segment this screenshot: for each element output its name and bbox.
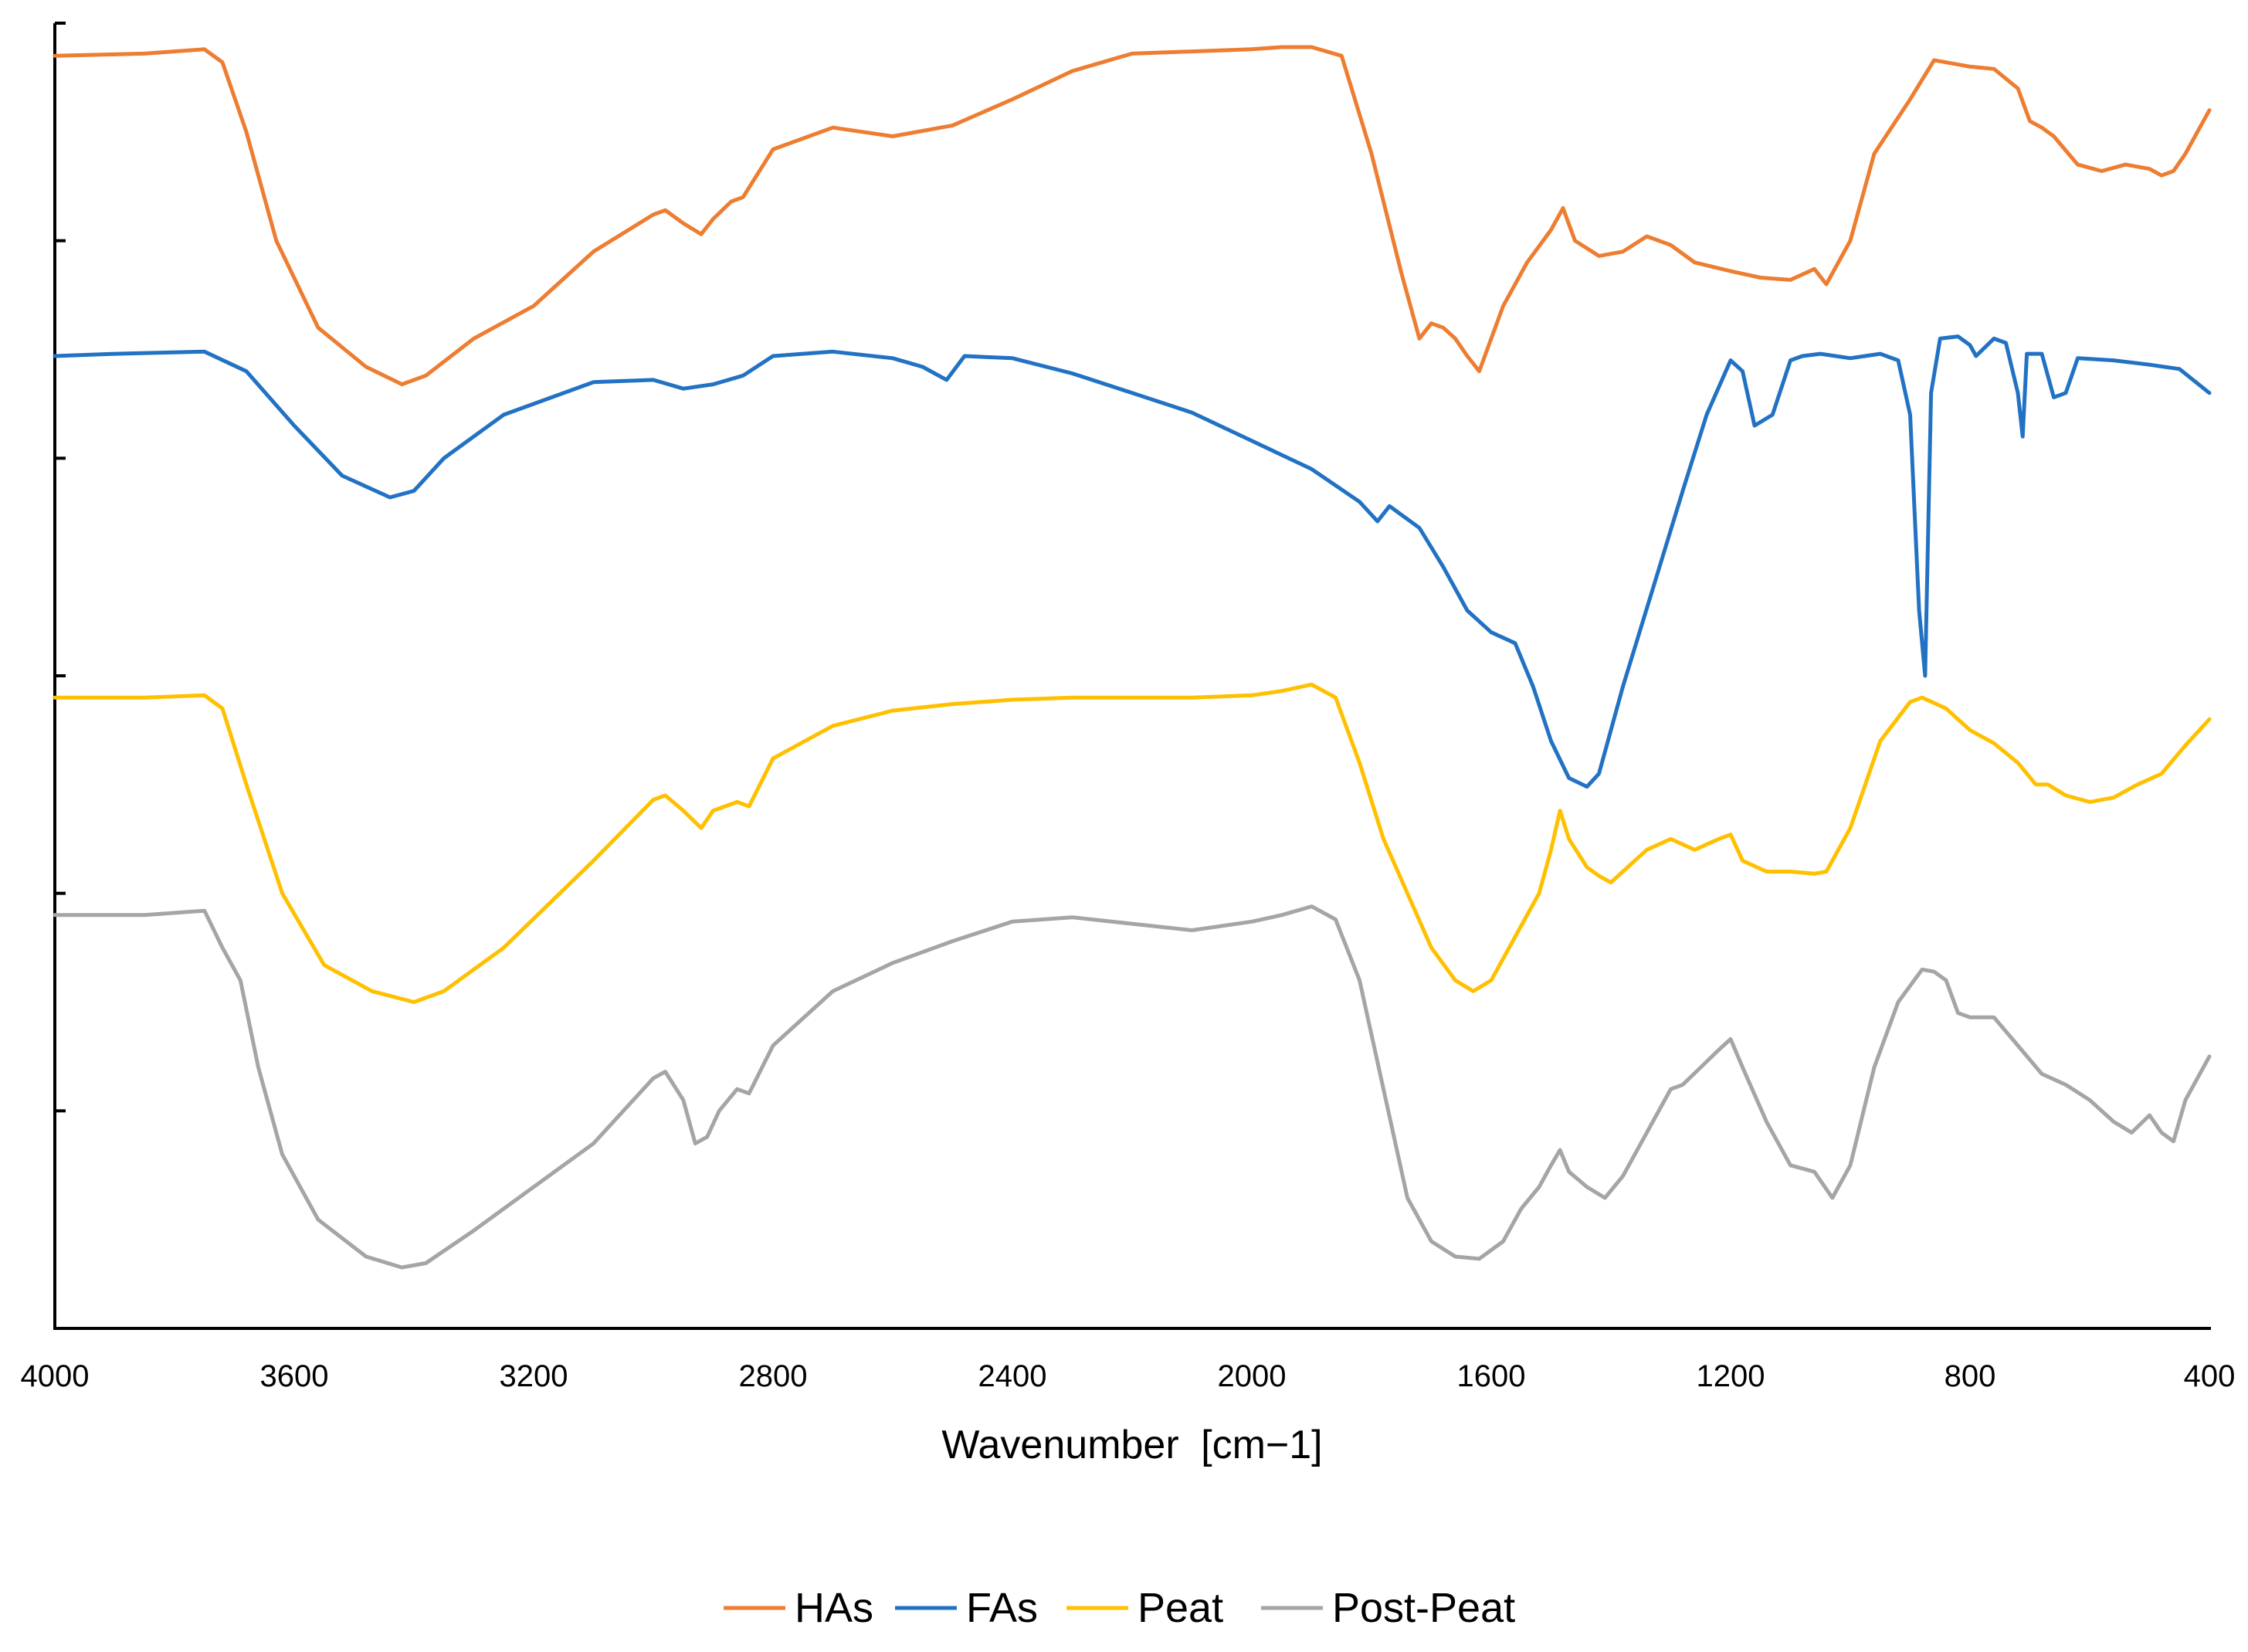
x-tick-label: 2400 <box>978 1359 1047 1393</box>
series-line-has <box>53 45 2212 387</box>
x-axis-title: Wavenumber [cm−1] <box>941 1423 1322 1467</box>
x-axis-label: Wavenumber <box>941 1423 1178 1467</box>
legend: HAs FAs Peat Post-Peat <box>724 1585 1515 1631</box>
x-tick-label: 800 <box>1945 1359 1996 1393</box>
y-ticks <box>55 22 66 1113</box>
x-tick-label: 2800 <box>739 1359 808 1393</box>
x-axis-unit: [cm−1] <box>1201 1423 1323 1467</box>
x-tick-label: 2000 <box>1218 1359 1287 1393</box>
series-line-fas <box>53 334 2212 789</box>
series-line-post-peat <box>53 904 2212 1270</box>
x-tick-label: 4000 <box>21 1359 90 1393</box>
x-tick-label: 3600 <box>260 1359 329 1393</box>
axes <box>53 23 2211 1330</box>
legend-label-peat: Peat <box>1138 1585 1223 1631</box>
legend-label-post-peat: Post-Peat <box>1332 1585 1515 1631</box>
legend-label-fas: FAs <box>966 1585 1038 1631</box>
series-lines <box>53 45 2212 1270</box>
x-tick-label: 3200 <box>500 1359 568 1393</box>
x-tick-label: 1600 <box>1457 1359 1526 1393</box>
x-tick-label: 1200 <box>1697 1359 1765 1393</box>
x-tick-label: 400 <box>2184 1359 2236 1393</box>
series-line-peat <box>53 682 2212 1004</box>
legend-label-has: HAs <box>795 1585 873 1631</box>
x-ticks: 4000 3600 3200 2800 2400 2000 1600 1200 800 400 <box>21 1359 2236 1393</box>
